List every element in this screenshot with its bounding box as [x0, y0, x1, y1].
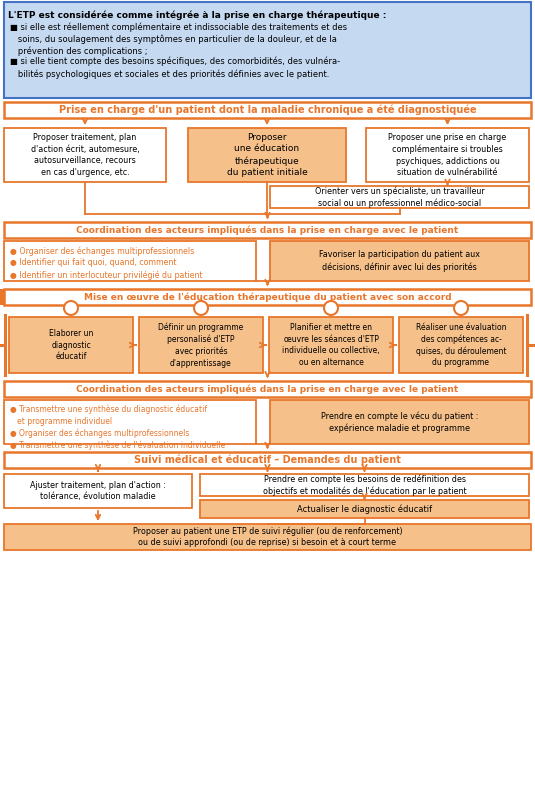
Text: Elaborer un
diagnostic
éducatif: Elaborer un diagnostic éducatif	[49, 329, 93, 361]
Circle shape	[194, 301, 208, 315]
FancyBboxPatch shape	[4, 400, 256, 444]
Text: Prise en charge d'un patient dont la maladie chronique a été diagnostiquée: Prise en charge d'un patient dont la mal…	[59, 105, 476, 115]
FancyBboxPatch shape	[4, 241, 256, 281]
Text: Prendre en compte les besoins de redéfinition des
objectifs et modalités de l'éd: Prendre en compte les besoins de redéfin…	[263, 474, 467, 496]
Text: Mise en œuvre de l'éducation thérapeutique du patient avec son accord: Mise en œuvre de l'éducation thérapeutiq…	[83, 292, 452, 302]
Circle shape	[324, 301, 338, 315]
FancyBboxPatch shape	[269, 317, 393, 373]
Text: ● Organiser des échanges multiprofessionnels
● Identifier qui fait quoi, quand, : ● Organiser des échanges multiprofession…	[10, 246, 203, 280]
Text: Orienter vers un spécialiste, un travailleur
social ou un professionnel médico-s: Orienter vers un spécialiste, un travail…	[315, 186, 484, 208]
Text: 1: 1	[68, 303, 74, 313]
FancyBboxPatch shape	[200, 474, 529, 496]
Circle shape	[454, 301, 468, 315]
Text: Coordination des acteurs impliqués dans la prise en charge avec le patient: Coordination des acteurs impliqués dans …	[77, 225, 458, 235]
Text: 3: 3	[328, 303, 334, 313]
FancyBboxPatch shape	[366, 128, 529, 182]
Text: 2: 2	[198, 303, 204, 313]
FancyBboxPatch shape	[0, 289, 6, 305]
Text: Coordination des acteurs impliqués dans la prise en charge avec le patient: Coordination des acteurs impliqués dans …	[77, 384, 458, 393]
Text: Définir un programme
personalisé d'ETP
avec priorités
d'apprentissage: Définir un programme personalisé d'ETP a…	[158, 322, 243, 367]
Text: Prendre en compte le vécu du patient :
expérience maladie et programme: Prendre en compte le vécu du patient : e…	[321, 411, 478, 433]
Text: ■ si elle est réellement complémentaire et indissociable des traitements et des
: ■ si elle est réellement complémentaire …	[10, 22, 347, 56]
Text: Planifier et mettre en
œuvre les séances d'ETP
individuelle ou collective,
ou en: Planifier et mettre en œuvre les séances…	[282, 323, 380, 367]
FancyBboxPatch shape	[270, 400, 529, 444]
Text: Réaliser une évaluation
des compétences ac-
quises, du déroulement
du programme: Réaliser une évaluation des compétences …	[416, 322, 506, 367]
FancyBboxPatch shape	[4, 222, 531, 238]
Text: L'ETP est considérée comme intégrée à la prise en charge thérapeutique :: L'ETP est considérée comme intégrée à la…	[8, 10, 386, 20]
Text: Actualiser le diagnostic éducatif: Actualiser le diagnostic éducatif	[297, 504, 432, 514]
Text: Proposer au patient une ETP de suivi régulier (ou de renforcement)
ou de suivi a: Proposer au patient une ETP de suivi rég…	[133, 526, 402, 547]
Circle shape	[64, 301, 78, 315]
FancyBboxPatch shape	[188, 128, 346, 182]
FancyBboxPatch shape	[270, 186, 529, 208]
Text: ■ si elle tient compte des besoins spécifiques, des comorbidités, des vulnéra-
 : ■ si elle tient compte des besoins spéci…	[10, 57, 340, 79]
FancyBboxPatch shape	[4, 381, 531, 397]
Text: Suivi médical et éducatif – Demandes du patient: Suivi médical et éducatif – Demandes du …	[134, 455, 401, 465]
Text: ● Transmettre une synthèse du diagnostic éducatif
   et programme individuel
● O: ● Transmettre une synthèse du diagnostic…	[10, 405, 225, 450]
FancyBboxPatch shape	[9, 317, 133, 373]
FancyBboxPatch shape	[200, 500, 529, 518]
Text: 4: 4	[458, 303, 464, 313]
FancyBboxPatch shape	[4, 2, 531, 98]
FancyBboxPatch shape	[4, 128, 166, 182]
FancyBboxPatch shape	[139, 317, 263, 373]
FancyBboxPatch shape	[4, 452, 531, 468]
FancyBboxPatch shape	[4, 474, 192, 508]
FancyBboxPatch shape	[399, 317, 523, 373]
FancyBboxPatch shape	[270, 241, 529, 281]
Text: Proposer une prise en charge
complémentaire si troubles
psychiques, addictions o: Proposer une prise en charge complémenta…	[388, 133, 507, 177]
FancyBboxPatch shape	[4, 289, 531, 305]
Text: Proposer
une éducation
thérapeutique
du patient initiale: Proposer une éducation thérapeutique du …	[227, 133, 308, 177]
Text: Favoriser la participation du patient aux
décisions, définir avec lui des priori: Favoriser la participation du patient au…	[319, 250, 480, 272]
Text: Ajuster traitement, plan d'action :
tolérance, évolution maladie: Ajuster traitement, plan d'action : tolé…	[30, 481, 166, 501]
FancyBboxPatch shape	[4, 102, 531, 118]
FancyBboxPatch shape	[4, 524, 531, 550]
Text: Proposer traitement, plan
d'action écrit, automesure,
autosurveillance, recours
: Proposer traitement, plan d'action écrit…	[30, 134, 139, 177]
